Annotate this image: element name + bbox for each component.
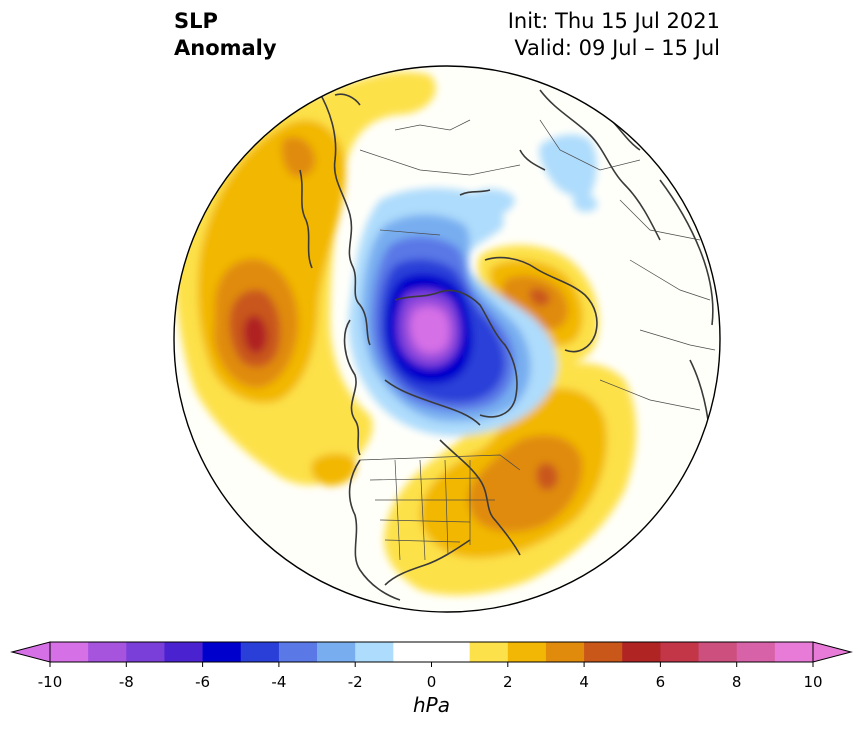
colorbar-cells xyxy=(10,641,853,663)
positive-anomaly-east-3 xyxy=(468,435,583,533)
colorbar-over-extension xyxy=(812,641,853,663)
colorbar-tick-label: -4 xyxy=(271,673,286,691)
colorbar-tick-label: -10 xyxy=(38,673,63,691)
negative-anomaly-northeast-box xyxy=(573,193,598,213)
colorbar-cell xyxy=(317,642,356,662)
colorbar-tick-label: 0 xyxy=(427,673,437,691)
anomaly-field xyxy=(174,66,720,612)
colorbar-cell xyxy=(660,642,700,662)
colorbar: -10 -8 -6 -4 -2 0 2 4 6 8 10 xyxy=(10,641,853,691)
colorbar-cell xyxy=(774,642,814,662)
positive-anomaly-east-4 xyxy=(536,463,558,490)
negative-anomaly-eurasia xyxy=(539,134,597,197)
colorbar-cell xyxy=(278,642,318,662)
init-date: Init: Thu 15 Jul 2021 xyxy=(507,9,720,33)
negative-anomaly-min xyxy=(411,307,449,353)
colorbar-unit-label: hPa xyxy=(413,693,450,717)
borders xyxy=(359,119,716,561)
colorbar-cell xyxy=(50,642,89,662)
colorbar-cell xyxy=(584,642,623,662)
positive-anomaly-west-6 xyxy=(281,136,316,178)
colorbar-ticks: -10 -8 -6 -4 -2 0 2 4 6 8 10 xyxy=(38,662,823,691)
colorbar-tick-label: -6 xyxy=(195,673,210,691)
colorbar-cell xyxy=(545,642,585,662)
map-title: SLP Anomaly xyxy=(174,8,277,62)
colorbar-tick-label: -2 xyxy=(348,673,363,691)
colorbar-cell xyxy=(164,642,204,662)
colorbar-under-extension xyxy=(10,641,51,663)
negative-anomaly-siberia xyxy=(468,188,515,217)
colorbar-tick-label: 4 xyxy=(579,673,589,691)
colorbar-cell xyxy=(507,642,547,662)
title-line-2: Anomaly xyxy=(174,36,277,60)
colorbar-tick-label: 6 xyxy=(656,673,666,691)
positive-anomaly-west-5 xyxy=(243,315,268,354)
colorbar-cell xyxy=(355,642,394,662)
map-boundary-circle xyxy=(173,65,721,613)
colorbar-cell xyxy=(240,642,280,662)
colorbar-tick-label: 10 xyxy=(803,673,822,691)
colorbar-cell xyxy=(736,642,776,662)
positive-anomaly-ne-4 xyxy=(529,288,550,307)
colorbar-cell xyxy=(393,642,432,662)
colorbar-tick-label: 2 xyxy=(503,673,513,691)
coastlines xyxy=(299,89,714,601)
colorbar-cell xyxy=(431,642,471,662)
colorbar-cell xyxy=(126,642,165,662)
colorbar-cell xyxy=(469,642,509,662)
valid-range: Valid: 09 Jul – 15 Jul xyxy=(514,36,720,60)
map-info: Init: Thu 15 Jul 2021 Valid: 09 Jul – 15… xyxy=(508,8,720,62)
colorbar-cell xyxy=(698,642,738,662)
colorbar-cell xyxy=(202,642,242,662)
positive-anomaly-pacific-lobe xyxy=(310,453,357,486)
title-line-1: SLP xyxy=(174,9,218,33)
colorbar-cell xyxy=(88,642,127,662)
colorbar-tick-label: -8 xyxy=(119,673,134,691)
colorbar-tick-label: 8 xyxy=(732,673,742,691)
colorbar-cell xyxy=(622,642,661,662)
polar-map xyxy=(173,65,721,613)
